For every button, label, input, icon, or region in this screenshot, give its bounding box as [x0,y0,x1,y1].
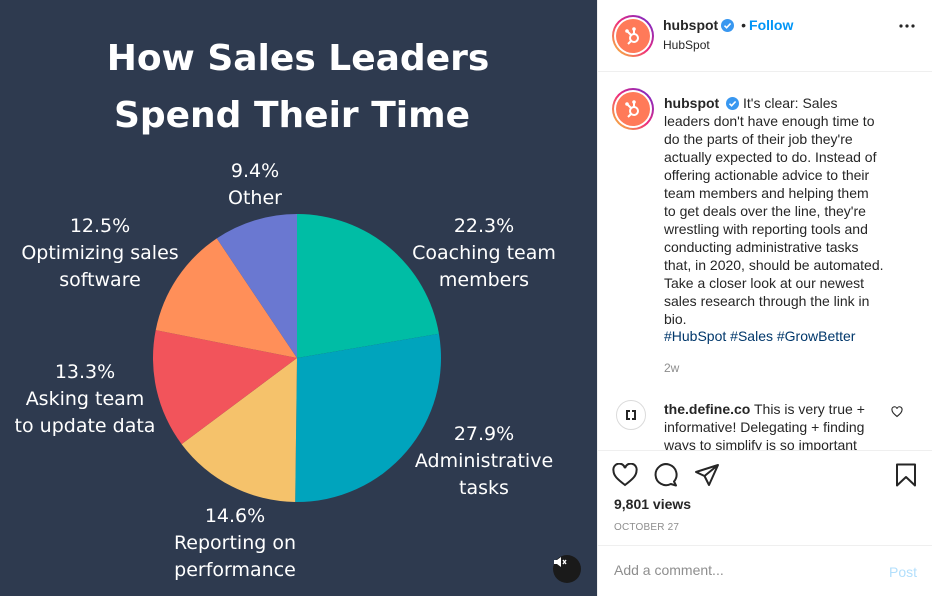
profile-avatar[interactable] [612,15,654,57]
slice-value-label-4: 12.5% [70,215,130,237]
slice-name-label-5-1: Other [228,187,282,209]
comment-item: the.define.co This is very true + inform… [664,400,889,450]
hashtags: #HubSpot #Sales #GrowBetter [664,328,855,344]
pie-slice-5 [216,214,297,358]
slice-name-label-2-2: performance [174,559,296,581]
bookmark-icon[interactable] [895,463,917,487]
slice-value-label-1: 27.9% [454,423,514,445]
slice-name-label-3-2: to update data [15,415,156,437]
follow-button[interactable]: Follow [749,17,794,33]
slice-value-label-0: 22.3% [454,215,514,237]
hashtag-hubspot[interactable]: #HubSpot [664,328,727,344]
commenter-logo-icon [626,410,636,420]
verified-icon [726,97,740,110]
pie-slice-3 [152,330,297,445]
slice-value-label-3: 13.3% [55,361,115,383]
comment-text: This is very true + informative! Delegat… [664,401,865,450]
post-media[interactable]: How Sales Leaders Spend Their Time 22.3%… [0,0,597,596]
pie-slice-0 [297,214,439,358]
slice-name-label-2-1: Reporting on [174,532,296,554]
comments-scroll-area[interactable]: hubspot It's clear: Sales leaders don't … [598,72,932,450]
pie-slice-4 [155,238,297,358]
slice-value-label-5: 9.4% [231,160,279,182]
slice-name-label-3-1: Asking team [26,388,145,410]
hashtag-growbetter[interactable]: #GrowBetter [776,328,856,344]
slice-name-label-4-1: Optimizing sales [21,242,178,264]
header-username[interactable]: hubspot [663,17,719,33]
add-comment-input[interactable] [614,562,874,578]
mute-button[interactable] [553,555,581,583]
post-comment-button[interactable]: Post [888,564,917,580]
caption-avatar[interactable] [612,88,654,130]
hubspot-logo-icon [625,100,639,118]
hubspot-logo-icon [625,27,639,45]
pie-chart: How Sales Leaders Spend Their Time 22.3%… [15,38,556,581]
hashtag-sales[interactable]: #Sales [730,328,773,344]
more-icon[interactable] [899,24,915,28]
header-separator-dot: • [741,17,747,33]
post-side-panel: hubspot • Follow HubSpot hubspot [597,0,932,596]
pie-slice-1 [295,333,441,503]
caption-text: It's clear: Sales leaders don't have eno… [664,95,884,327]
add-comment-bar: Post [598,545,932,596]
slice-name-label-0-2: members [439,269,529,291]
slice-name-label-1-2: tasks [459,477,509,499]
post-actions: 9,801 views OCTOBER 27 [598,450,932,545]
pie-slice-2 [181,358,297,502]
slice-name-label-0-1: Coaching team [412,242,556,264]
caption-username[interactable]: hubspot [664,95,720,111]
commenter-avatar[interactable] [616,400,646,430]
post-header: hubspot • Follow HubSpot [598,0,932,72]
post-age: 2w [664,361,680,375]
verified-icon [721,19,735,32]
view-count[interactable]: 9,801 views [614,496,692,512]
share-icon[interactable] [694,463,720,487]
post-caption: hubspot It's clear: Sales leaders don't … [664,94,884,328]
mute-icon [554,557,567,567]
post-date: OCTOBER 27 [614,522,680,533]
slice-value-label-2: 14.6% [205,505,265,527]
chart-title-line-2: Spend Their Time [114,95,470,136]
heart-icon[interactable] [612,463,638,487]
comment-icon[interactable] [653,463,679,487]
comment-like-heart-icon[interactable] [891,406,903,418]
slice-name-label-1-1: Administrative [415,450,553,472]
slice-name-label-4-2: software [59,269,141,291]
post-location[interactable]: HubSpot [663,38,710,52]
chart-title-line-1: How Sales Leaders [107,38,490,79]
comment-username[interactable]: the.define.co [664,401,751,417]
